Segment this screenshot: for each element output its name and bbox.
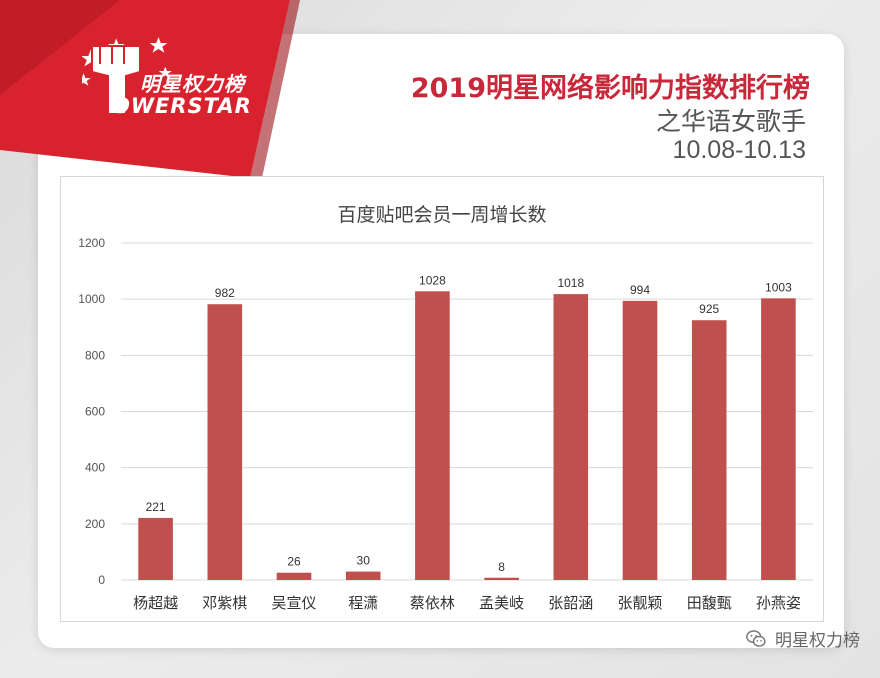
bar xyxy=(345,571,381,580)
data-label: 925 xyxy=(699,302,719,316)
data-label: 221 xyxy=(146,500,166,514)
chart-container: 百度贴吧会员一周增长数 0 200 400 600 800 1000 1200 221 杨超越 98… xyxy=(60,176,824,622)
data-label: 1028 xyxy=(419,273,446,287)
data-label: 1018 xyxy=(557,276,584,290)
x-tick-label: 邓紫棋 xyxy=(202,594,247,612)
brand-name-en: OWERSTAR xyxy=(112,94,252,118)
header-ribbon xyxy=(0,0,300,178)
data-label: 1003 xyxy=(765,280,792,294)
x-tick-label: 程潇 xyxy=(348,594,378,612)
data-label: 8 xyxy=(498,560,505,574)
bar xyxy=(207,304,243,580)
x-tick-label: 蔡依林 xyxy=(410,594,455,612)
bar-chart: 百度贴吧会员一周增长数 0 200 400 600 800 1000 1200 221 杨超越 98… xyxy=(78,204,813,612)
brand-name-cn: 明星权力榜 xyxy=(140,72,245,96)
x-tick-label: 孟美岐 xyxy=(479,594,524,612)
y-tick-label: 200 xyxy=(85,517,105,531)
x-tick-label: 张靓颖 xyxy=(617,594,662,612)
wechat-icon xyxy=(746,629,766,647)
data-label: 30 xyxy=(357,554,371,568)
y-tick-label: 1200 xyxy=(78,236,105,250)
chart-title: 百度贴吧会员一周增长数 xyxy=(337,204,546,226)
y-tick-label: 400 xyxy=(85,461,105,475)
bar xyxy=(691,320,727,580)
bar xyxy=(415,291,450,580)
bar xyxy=(622,300,658,580)
watermark: 明星权力榜 xyxy=(745,626,860,651)
bar xyxy=(138,517,173,580)
x-tick-label: 杨超越 xyxy=(133,594,178,612)
x-tick-label: 张韶涵 xyxy=(548,594,593,612)
y-tick-label: 1000 xyxy=(78,292,105,306)
powerstar-logo xyxy=(82,37,172,115)
bar xyxy=(276,572,312,580)
y-tick-label: 600 xyxy=(85,405,105,419)
x-tick-label: 孙燕姿 xyxy=(756,594,801,612)
y-tick-label: 0 xyxy=(98,573,105,587)
date-range: 10.08-10.13 xyxy=(672,136,806,164)
data-label: 26 xyxy=(287,555,301,569)
page-title: 2019明星网络影响力指数排行榜 xyxy=(410,73,810,104)
bar xyxy=(553,294,589,580)
x-tick-label: 田馥甄 xyxy=(687,594,732,612)
data-label: 994 xyxy=(630,283,650,297)
watermark-label: 明星权力榜 xyxy=(775,631,860,651)
bar xyxy=(761,298,796,580)
data-label: 982 xyxy=(215,286,235,300)
x-tick-label: 吴宣仪 xyxy=(271,594,316,612)
y-tick-label: 800 xyxy=(85,348,105,362)
page-subtitle: 之华语女歌手 xyxy=(655,107,806,136)
bar xyxy=(484,577,519,580)
